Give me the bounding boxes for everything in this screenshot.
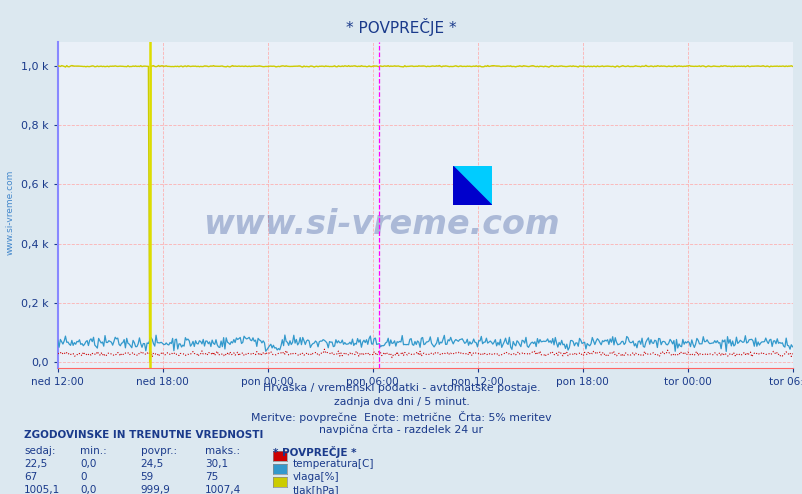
Text: 24,5: 24,5	[140, 459, 164, 469]
Text: maks.:: maks.:	[205, 446, 240, 455]
Text: 0: 0	[80, 472, 87, 482]
Text: 22,5: 22,5	[24, 459, 47, 469]
Text: 59: 59	[140, 472, 154, 482]
Text: www.si-vreme.com: www.si-vreme.com	[203, 208, 559, 241]
Polygon shape	[452, 166, 491, 205]
Text: * POVPREČJE *: * POVPREČJE *	[273, 446, 356, 457]
Text: 999,9: 999,9	[140, 485, 170, 494]
Text: vlaga[%]: vlaga[%]	[293, 472, 339, 482]
Text: Hrvaška / vremenski podatki - avtomatske postaje.: Hrvaška / vremenski podatki - avtomatske…	[262, 383, 540, 393]
Text: zadnja dva dni / 5 minut.: zadnja dva dni / 5 minut.	[333, 397, 469, 407]
Text: povpr.:: povpr.:	[140, 446, 176, 455]
Polygon shape	[452, 166, 491, 205]
Text: www.si-vreme.com: www.si-vreme.com	[6, 170, 15, 255]
Text: navpična črta - razdelek 24 ur: navpična črta - razdelek 24 ur	[319, 424, 483, 435]
Text: 75: 75	[205, 472, 218, 482]
Text: ZGODOVINSKE IN TRENUTNE VREDNOSTI: ZGODOVINSKE IN TRENUTNE VREDNOSTI	[24, 430, 263, 440]
Text: Meritve: povprečne  Enote: metrične  Črta: 5% meritev: Meritve: povprečne Enote: metrične Črta:…	[251, 411, 551, 422]
Text: * POVPREČJE *: * POVPREČJE *	[346, 18, 456, 36]
Text: 1005,1: 1005,1	[24, 485, 60, 494]
Text: 0,0: 0,0	[80, 485, 96, 494]
Text: 0,0: 0,0	[80, 459, 96, 469]
Text: 67: 67	[24, 472, 38, 482]
Text: tlak[hPa]: tlak[hPa]	[293, 485, 339, 494]
Text: 1007,4: 1007,4	[205, 485, 241, 494]
Text: sedaj:: sedaj:	[24, 446, 55, 455]
Text: min.:: min.:	[80, 446, 107, 455]
Text: temperatura[C]: temperatura[C]	[293, 459, 374, 469]
Text: 30,1: 30,1	[205, 459, 228, 469]
